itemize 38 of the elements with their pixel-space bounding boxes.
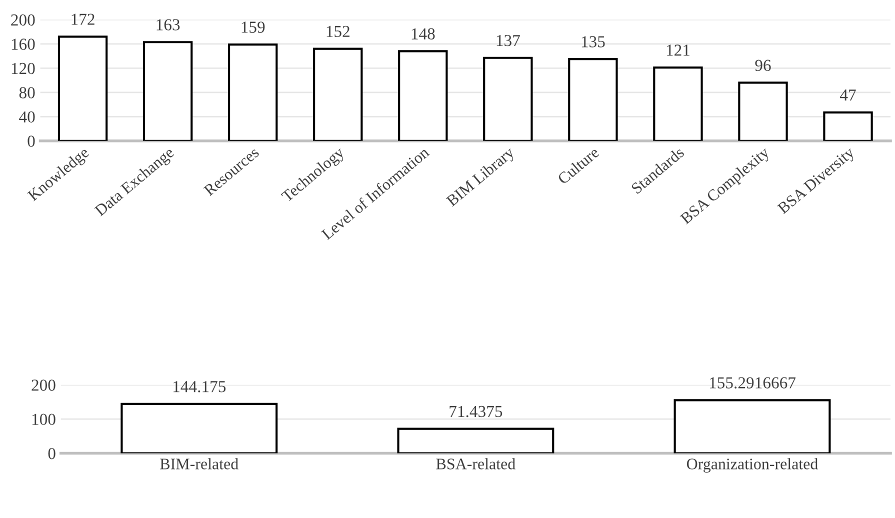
bar (58, 36, 108, 141)
bar (568, 58, 618, 141)
x-tick-label: Organization-related (686, 458, 818, 473)
y-tick-label: 120 (12, 62, 35, 74)
data-label: 163 (156, 19, 180, 30)
y-tick-label: 160 (12, 38, 35, 50)
data-label: 144.175 (174, 381, 226, 392)
data-label: 172 (72, 14, 94, 25)
data-label: 47 (840, 90, 856, 101)
data-label: 71.4375 (450, 406, 502, 418)
bar (674, 399, 831, 454)
bar (738, 82, 788, 141)
data-label: 152 (326, 26, 350, 38)
bar (823, 111, 873, 141)
data-label: 159 (242, 22, 265, 33)
bar (120, 402, 278, 454)
data-label: 121 (666, 44, 690, 56)
data-label: 155.2916667 (710, 377, 796, 389)
bar (397, 428, 554, 454)
y-tick-label: 80 (19, 87, 35, 98)
bar (228, 43, 278, 141)
data-label: 135 (582, 36, 605, 48)
bar (653, 66, 703, 141)
bar (483, 56, 533, 141)
data-label: 148 (412, 28, 435, 40)
data-label: 137 (496, 34, 520, 46)
y-tick-label: 200 (11, 14, 35, 26)
bar (142, 41, 193, 141)
x-tick-label: BIM-related (160, 458, 238, 470)
y-tick-label: 100 (32, 414, 56, 426)
bar (398, 50, 448, 141)
data-label: 96 (755, 60, 771, 71)
y-tick-label: 200 (32, 380, 56, 391)
y-tick-label: 0 (28, 136, 35, 147)
x-tick-label: BSA-related (436, 458, 516, 470)
bar (313, 48, 363, 141)
y-tick-label: 0 (48, 448, 56, 460)
y-tick-label: 40 (19, 111, 35, 123)
